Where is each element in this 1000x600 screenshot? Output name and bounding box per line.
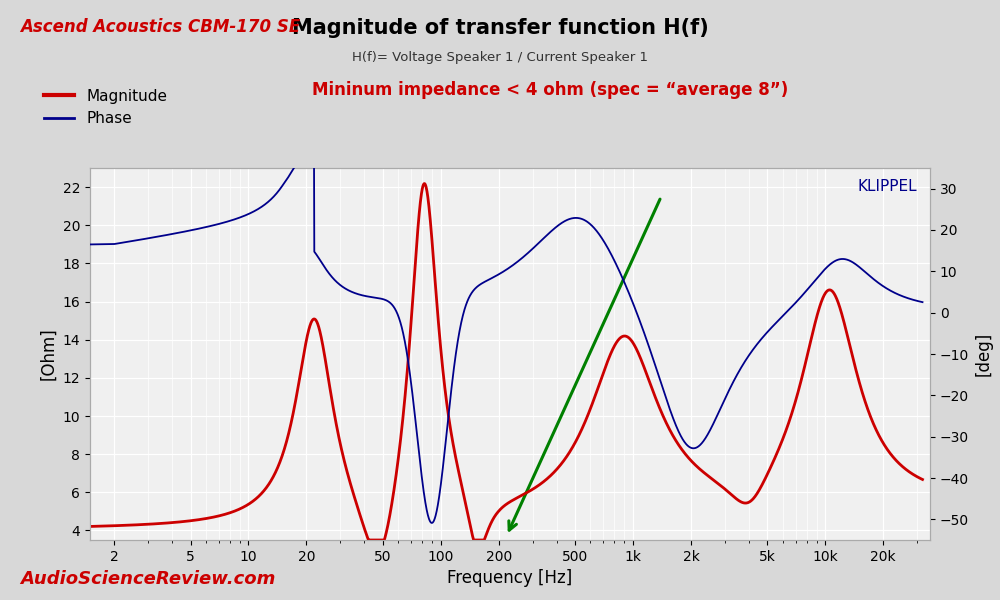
Legend: Magnitude, Phase: Magnitude, Phase xyxy=(38,83,174,133)
X-axis label: Frequency [Hz]: Frequency [Hz] xyxy=(447,569,573,587)
Text: Magnitude of transfer function H(f): Magnitude of transfer function H(f) xyxy=(292,18,708,38)
Text: AudioScienceReview.com: AudioScienceReview.com xyxy=(20,570,275,588)
Text: Ascend Acoustics CBM-170 SE: Ascend Acoustics CBM-170 SE xyxy=(20,18,300,36)
Text: H(f)= Voltage Speaker 1 / Current Speaker 1: H(f)= Voltage Speaker 1 / Current Speake… xyxy=(352,51,648,64)
Text: Mininum impedance < 4 ohm (spec = “average 8”): Mininum impedance < 4 ohm (spec = “avera… xyxy=(312,81,788,99)
Y-axis label: [deg]: [deg] xyxy=(975,332,993,376)
Text: KLIPPEL: KLIPPEL xyxy=(858,179,917,194)
Y-axis label: [Ohm]: [Ohm] xyxy=(39,328,57,380)
